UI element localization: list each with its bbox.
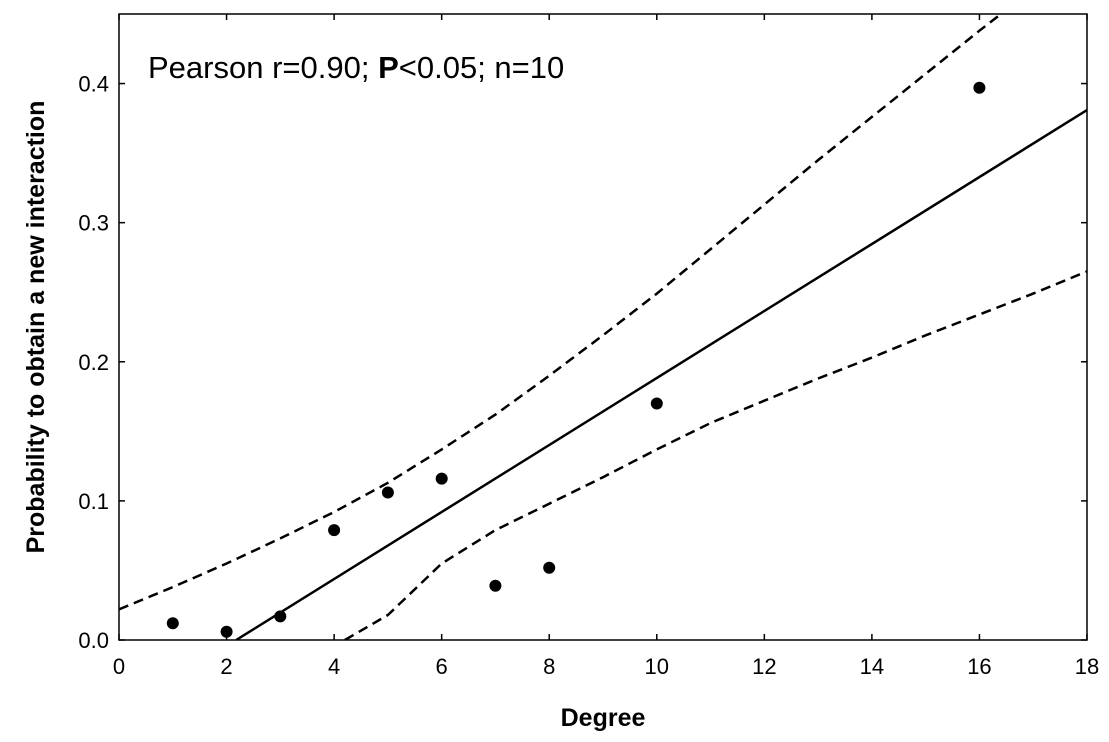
x-tick-label: 18 <box>1075 654 1099 679</box>
regression-line <box>235 108 1087 640</box>
x-tick-label: 0 <box>113 654 125 679</box>
data-point <box>650 397 663 410</box>
data-point <box>435 472 448 485</box>
data-point <box>328 524 341 537</box>
x-axis-title: Degree <box>561 704 646 732</box>
ci-lower-line <box>344 270 1087 640</box>
x-tick-label: 4 <box>328 654 340 679</box>
y-tick-label: 0.2 <box>78 350 109 375</box>
x-tick-label: 14 <box>860 654 884 679</box>
x-tick-label: 12 <box>752 654 776 679</box>
x-tick-label: 8 <box>543 654 555 679</box>
ci-upper-line <box>119 14 1003 611</box>
data-point <box>166 617 179 630</box>
data-point <box>220 625 233 638</box>
x-tick-label: 10 <box>645 654 669 679</box>
x-tick-label: 16 <box>967 654 991 679</box>
data-point <box>973 81 986 94</box>
data-point <box>489 579 502 592</box>
y-axis-title: Probability to obtain a new interaction <box>22 101 50 554</box>
y-tick-label: 0.4 <box>78 72 109 97</box>
x-tick-label: 6 <box>436 654 448 679</box>
data-point <box>381 486 394 499</box>
x-tick-label: 2 <box>220 654 232 679</box>
y-tick-label: 0.0 <box>78 628 109 653</box>
y-tick-label: 0.3 <box>78 211 109 236</box>
plot-frame <box>118 13 1088 641</box>
y-tick-label: 0.1 <box>78 489 109 514</box>
stats-annotation: Pearson r=0.90; P<0.05; n=10 <box>148 50 564 85</box>
data-point <box>274 610 287 623</box>
data-point <box>543 561 556 574</box>
